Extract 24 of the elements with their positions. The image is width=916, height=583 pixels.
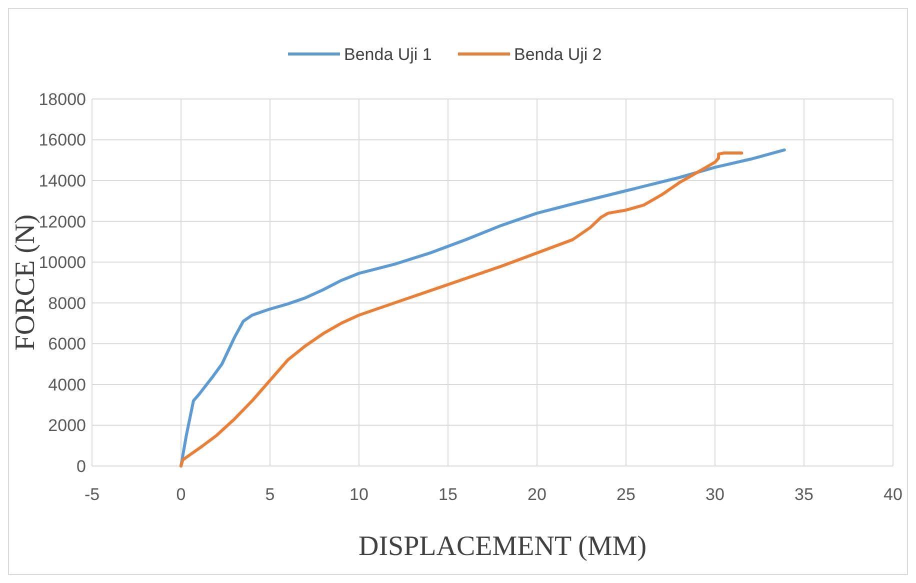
y-tick-label: 12000 <box>38 212 86 232</box>
x-tick-label: 40 <box>884 485 902 504</box>
y-tick-label: 16000 <box>38 130 86 150</box>
legend-label: Benda Uji 2 <box>514 44 602 64</box>
x-tick-label: -5 <box>84 485 100 504</box>
y-tick-label: 2000 <box>48 416 86 436</box>
x-tick-label: 15 <box>438 485 458 504</box>
x-tick-label: 35 <box>794 485 814 504</box>
x-tick-label: 5 <box>265 485 275 504</box>
y-tick-label: 6000 <box>48 334 86 354</box>
x-tick-label: 20 <box>528 485 546 504</box>
y-tick-label: 18000 <box>38 90 86 109</box>
y-tick-label: 0 <box>76 456 86 476</box>
y-tick-label: 8000 <box>48 294 86 313</box>
x-tick-label: 25 <box>616 485 636 504</box>
legend-label: Benda Uji 1 <box>344 44 432 64</box>
y-tick-label: 14000 <box>38 172 86 191</box>
x-tick-label: 10 <box>350 485 368 504</box>
x-tick-label: 30 <box>706 485 724 504</box>
y-axis-title: FORCE (N) <box>10 214 41 351</box>
y-tick-label: 10000 <box>38 253 86 272</box>
x-tick-label: 0 <box>176 485 186 504</box>
x-axis-title: DISPLACEMENT (MM) <box>358 531 647 562</box>
y-tick-label: 4000 <box>48 375 86 394</box>
